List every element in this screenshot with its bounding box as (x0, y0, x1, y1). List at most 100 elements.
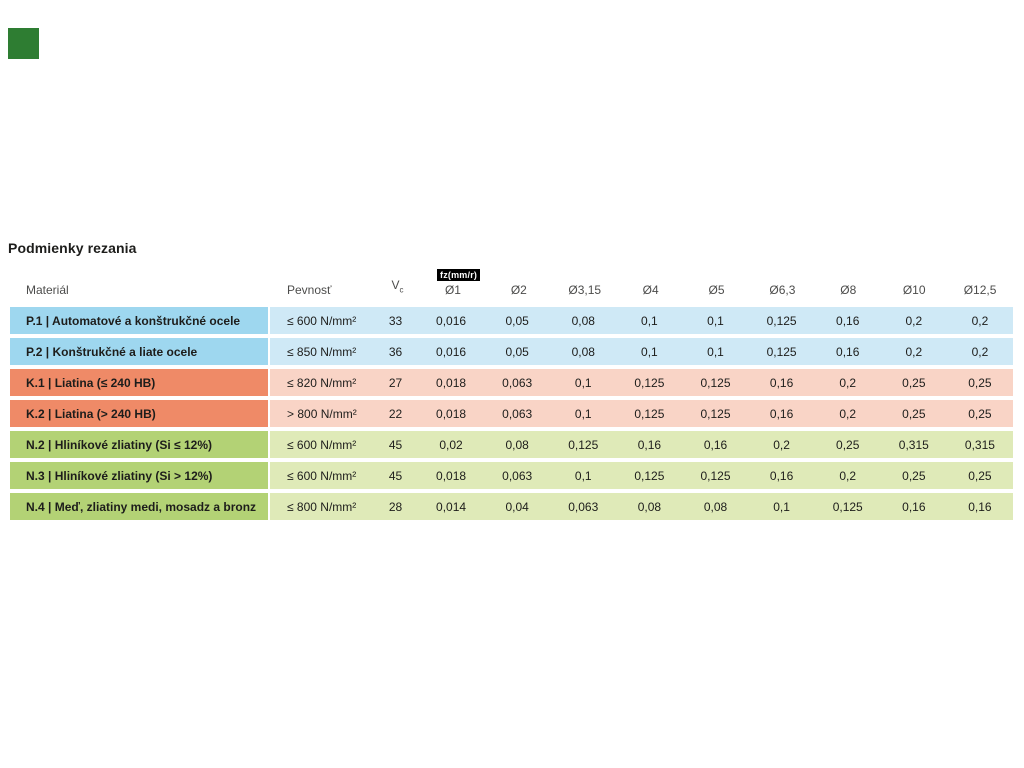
feed-values: 0,02 0,08 0,125 0,16 0,16 0,2 0,25 0,315 0,315 (418, 431, 1013, 458)
feed-values: 0,018 0,063 0,1 0,125 0,125 0,16 0,2 0,25 0,25 (418, 369, 1013, 396)
feed-value-cell: 0,125 (700, 406, 731, 421)
column-header-diameter: Ø1 (444, 283, 461, 297)
feed-value-cell: 0,08 (571, 313, 595, 328)
feed-value-cell: 0,125 (634, 406, 665, 421)
strength-cell: > 800 N/mm² (287, 406, 357, 421)
vc-cell: 22 (388, 406, 403, 421)
feed-value-cell: 0,063 (502, 406, 533, 421)
feed-value-cell: 0,125 (700, 375, 731, 390)
feed-value-cell: 0,2 (839, 375, 857, 390)
feed-value-cell: 0,016 (436, 344, 467, 359)
table-row: N.2 | Hliníkové zliatiny (Si ≤ 12%) ≤ 60… (10, 431, 1013, 458)
feed-value-cell: 0,1 (641, 313, 658, 328)
table-row: K.2 | Liatina (> 240 HB) > 800 N/mm² 22 … (10, 400, 1013, 427)
feed-value-cell: 0,125 (766, 344, 797, 359)
feed-value-cell: 0,25 (902, 375, 926, 390)
feed-value-cell: 0,05 (505, 313, 529, 328)
feed-value-cell: 0,1 (574, 375, 592, 390)
feed-value-cell: 0,125 (634, 375, 665, 390)
feed-value-cell: 0,2 (971, 344, 989, 359)
feed-values: 0,018 0,063 0,1 0,125 0,125 0,16 0,2 0,25 0,25 (418, 462, 1013, 489)
feed-value-cell: 0,018 (436, 406, 467, 421)
feed-value-cell: 0,16 (836, 344, 860, 359)
feed-value-cell: 0,063 (502, 375, 533, 390)
column-header-material: Materiál (26, 283, 69, 297)
strength-cell: ≤ 820 N/mm² (287, 375, 357, 390)
cutting-conditions-table: fz(mm/r) Materiál Pevnosť Vc Ø1 Ø2 Ø3,15 Ø4… (10, 262, 1013, 524)
table-header-row: Materiál Pevnosť Vc Ø1 Ø2 Ø3,15 Ø4 Ø5 Ø6,3 Ø8 Ø… (10, 262, 1013, 307)
feed-value-cell: 0,08 (637, 499, 662, 514)
column-header-diameter: Ø10 (902, 283, 926, 297)
feed-value-cell: 0,16 (836, 313, 860, 328)
column-header-diameter: Ø8 (840, 283, 857, 297)
feed-value-cell: 0,08 (703, 499, 728, 514)
material-cell: N.3 | Hliníkové zliatiny (Si > 12%) (10, 462, 270, 489)
feed-value-cell: 0,16 (637, 437, 662, 452)
strength-cell: ≤ 600 N/mm² (287, 313, 357, 328)
feed-value-cell: 0,315 (898, 437, 929, 452)
feed-values: 0,018 0,063 0,1 0,125 0,125 0,16 0,2 0,25 0,25 (418, 400, 1013, 427)
feed-value-cell: 0,125 (568, 437, 599, 452)
feed-value-cell: 0,04 (505, 499, 529, 514)
brand-logo-square-icon (8, 28, 39, 59)
table-row: P.2 | Konštrukčné a liate ocele ≤ 850 N/… (10, 338, 1013, 365)
feed-value-cell: 0,2 (773, 437, 790, 452)
table-body: P.1 | Automatové a konštrukčné ocele ≤ 6… (10, 307, 1013, 520)
feed-value-cell: 0,25 (968, 375, 992, 390)
material-cell: N.2 | Hliníkové zliatiny (Si ≤ 12%) (10, 431, 270, 458)
strength-cell: ≤ 600 N/mm² (287, 468, 357, 483)
feed-value-cell: 0,16 (902, 499, 926, 514)
table-row: K.1 | Liatina (≤ 240 HB) ≤ 820 N/mm² 27 … (10, 369, 1013, 396)
vc-cell: 36 (388, 344, 403, 359)
feed-value-cell: 0,25 (968, 468, 992, 483)
vc-subscript: c (399, 285, 404, 294)
strength-cell: ≤ 800 N/mm² (287, 499, 357, 514)
feed-value-cell: 0,16 (703, 437, 728, 452)
table-row: N.3 | Hliníkové zliatiny (Si > 12%) ≤ 60… (10, 462, 1013, 489)
material-cell: P.1 | Automatové a konštrukčné ocele (10, 307, 270, 334)
feed-value-cell: 0,1 (641, 344, 658, 359)
feed-value-cell: 0,25 (902, 406, 926, 421)
strength-cell: ≤ 850 N/mm² (287, 344, 357, 359)
feed-value-cell: 0,02 (439, 437, 463, 452)
material-cell: K.2 | Liatina (> 240 HB) (10, 400, 270, 427)
feed-values: 0,016 0,05 0,08 0,1 0,1 0,125 0,16 0,2 0,2 (418, 307, 1013, 334)
feed-value-cell: 0,018 (436, 375, 467, 390)
feed-value-cell: 0,018 (436, 468, 467, 483)
feed-value-cell: 0,08 (571, 344, 595, 359)
column-header-diameter: Ø4 (642, 283, 659, 297)
feed-value-cell: 0,08 (505, 437, 529, 452)
strength-cell: ≤ 600 N/mm² (287, 437, 357, 452)
feed-value-cell: 0,16 (769, 468, 794, 483)
feed-value-cell: 0,1 (707, 313, 724, 328)
feed-value-cell: 0,16 (769, 406, 794, 421)
feed-value-cell: 0,16 (769, 375, 794, 390)
column-header-diameter: Ø5 (708, 283, 725, 297)
column-header-diameter: Ø6,3 (769, 283, 796, 297)
column-header-vc: Vc (375, 278, 420, 297)
feed-values: 0,016 0,05 0,08 0,1 0,1 0,125 0,16 0,2 0,2 (418, 338, 1013, 365)
feed-value-cell: 0,016 (436, 313, 467, 328)
feed-value-cell: 0,125 (634, 468, 665, 483)
feed-value-cell: 0,05 (505, 344, 529, 359)
feed-value-cell: 0,2 (839, 406, 857, 421)
vc-cell: 28 (388, 499, 403, 514)
fz-unit-badge: fz(mm/r) (437, 269, 481, 281)
diameter-headers: Ø1 Ø2 Ø3,15 Ø4 Ø5 Ø6,3 Ø8 Ø10 Ø12,5 (420, 283, 1013, 297)
column-header-diameter: Ø2 (510, 283, 527, 297)
feed-value-cell: 0,315 (964, 437, 995, 452)
feed-value-cell: 0,1 (574, 468, 592, 483)
feed-value-cell: 0,2 (971, 313, 989, 328)
feed-value-cell: 0,063 (502, 468, 533, 483)
vc-cell: 45 (388, 437, 403, 452)
feed-value-cell: 0,1 (773, 499, 790, 514)
feed-value-cell: 0,25 (968, 406, 992, 421)
column-header-diameter: Ø3,15 (568, 283, 602, 297)
vc-symbol: V (391, 277, 400, 292)
page-title: Podmienky rezania (8, 240, 137, 256)
feed-value-cell: 0,16 (968, 499, 992, 514)
feed-values: 0,014 0,04 0,063 0,08 0,08 0,1 0,125 0,16 0,16 (418, 493, 1013, 520)
table-row: N.4 | Meď, zliatiny medi, mosadz a bronz… (10, 493, 1013, 520)
vc-cell: 27 (388, 375, 403, 390)
feed-value-cell: 0,125 (766, 313, 797, 328)
